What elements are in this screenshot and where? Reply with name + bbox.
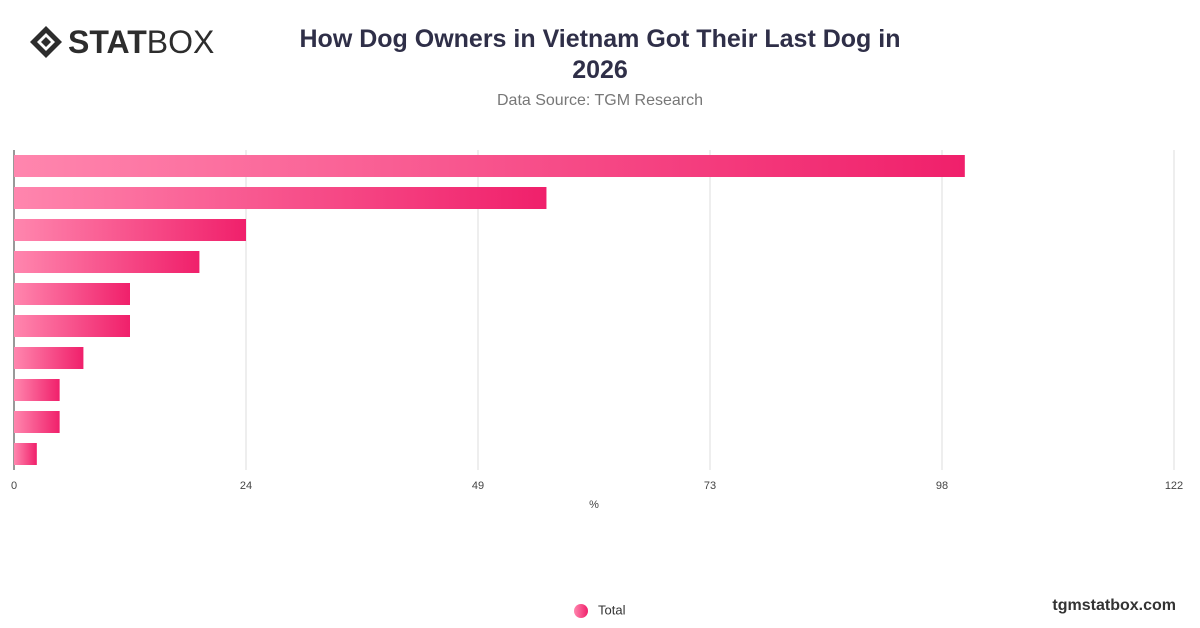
bar xyxy=(14,443,37,465)
bar xyxy=(14,187,547,209)
bar xyxy=(14,347,84,369)
logo-icon xyxy=(30,26,62,58)
x-tick-label: 98 xyxy=(936,480,948,492)
bar xyxy=(14,411,60,433)
x-tick-label: 24 xyxy=(240,480,252,492)
logo-bold: STAT xyxy=(68,23,147,60)
x-tick-label: 49 xyxy=(472,480,484,492)
logo: STAT BOX xyxy=(28,22,214,62)
legend-label: Total xyxy=(598,602,626,617)
chart-subtitle: Data Source: TGM Research xyxy=(496,92,703,109)
chart-title: How Dog Owners in Vietnam Got Their Last… xyxy=(299,25,901,84)
legend-swatch xyxy=(574,604,588,618)
bar xyxy=(14,315,130,337)
logo-light: BOX xyxy=(146,23,215,60)
x-tick-label: 0 xyxy=(11,480,17,492)
footer: tgmstatbox.com xyxy=(1052,597,1176,614)
bar xyxy=(14,251,200,273)
x-tick-label: 73 xyxy=(704,480,716,492)
x-axis-label: % xyxy=(589,499,599,511)
bar xyxy=(14,155,965,177)
bar xyxy=(14,283,130,305)
bar xyxy=(14,379,60,401)
x-tick-label: 122 xyxy=(1165,480,1183,492)
bar xyxy=(14,219,246,241)
